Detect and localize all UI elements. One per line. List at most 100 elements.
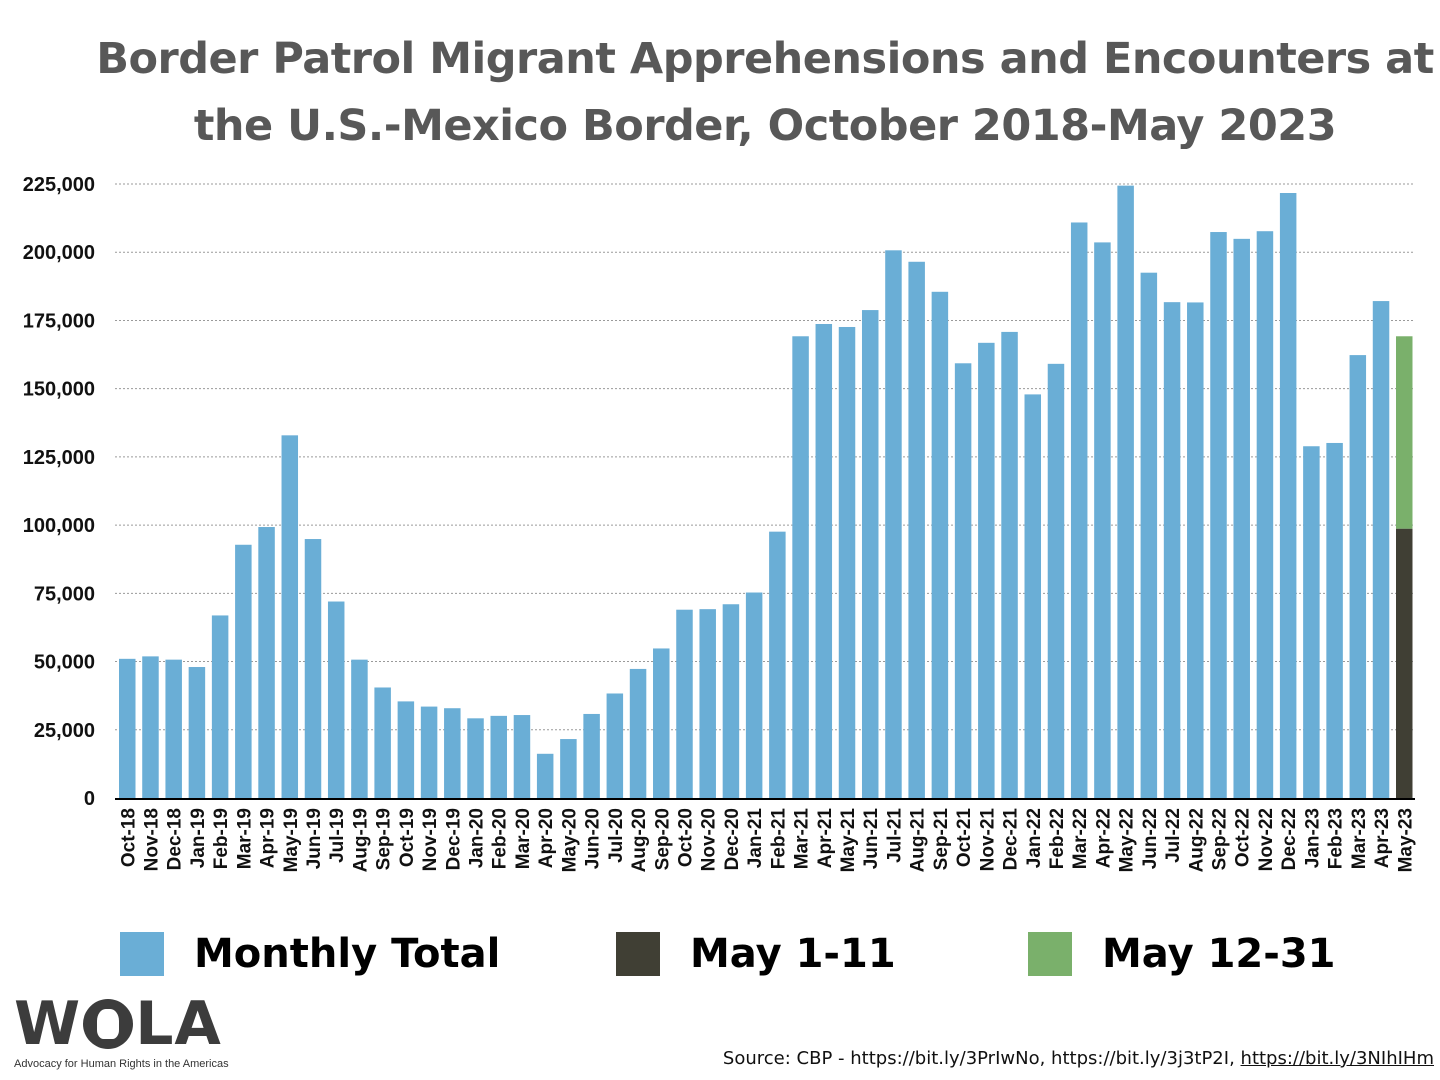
x-tick-label: Jul-21 (884, 808, 905, 863)
source-prefix: Source: CBP - (722, 1048, 851, 1069)
bar-monthly-total-jul-20 (606, 693, 624, 798)
x-tick-label: Apr-22 (1093, 808, 1114, 868)
bars (119, 185, 1413, 799)
x-tick-label: Sep-22 (1210, 808, 1231, 870)
bar-monthly-total-sep-22 (1210, 232, 1227, 798)
bar-monthly-total-may-22 (1117, 185, 1134, 798)
y-tick-label: 0 (84, 788, 95, 810)
chart-title: Border Patrol Migrant Apprehensions and … (90, 26, 1440, 160)
bar-monthly-total-feb-19 (211, 615, 229, 798)
bar-monthly-total-nov-19 (420, 706, 438, 798)
bar-monthly-total-aug-22 (1187, 302, 1204, 798)
bar-monthly-total-jun-22 (1140, 272, 1158, 798)
bar-monthly-total-oct-21 (954, 363, 972, 798)
x-tick-label: Sep-21 (931, 808, 952, 871)
bar-monthly-total-nov-20 (699, 609, 716, 798)
x-tick-label: Feb-19 (211, 808, 232, 869)
chart-title-line-2: the U.S.-Mexico Border, October 2018-May… (193, 101, 1337, 151)
legend-swatch-monthly-total (120, 932, 164, 976)
bar-monthly-total-jul-21 (885, 250, 902, 798)
bar-monthly-total-jun-21 (861, 310, 879, 798)
bar-monthly-total-apr-21 (815, 323, 833, 798)
bar-monthly-total-mar-23 (1349, 355, 1367, 798)
x-tick-label: Jul-22 (1163, 808, 1184, 863)
x-tick-label: Mar-19 (234, 808, 255, 869)
bar-monthly-total-dec-21 (1001, 331, 1018, 798)
y-tick-label: 150,000 (23, 379, 95, 401)
bar-monthly-total-feb-21 (769, 531, 786, 798)
source-link-1[interactable]: https://bit.ly/3PrIwNo (850, 1048, 1040, 1069)
source-note: Source: CBP - https://bit.ly/3PrIwNo, ht… (723, 1048, 1434, 1069)
bar-monthly-total-aug-19 (351, 659, 368, 798)
bar-monthly-total-apr-19 (258, 527, 275, 798)
x-tick-label: Feb-22 (1047, 808, 1068, 869)
y-tick-label: 50,000 (34, 652, 95, 674)
x-tick-label: May-22 (1117, 808, 1138, 872)
y-axis-tick-labels: 0 25,000 50,000 75,000 100,000 125,000 150,000… (23, 174, 95, 810)
source-link-3[interactable]: https://bit.ly/3NIhIHm (1240, 1048, 1434, 1069)
bar-monthly-total-jun-19 (304, 539, 322, 798)
bar-may-1-11-may-23 (1396, 528, 1413, 798)
x-tick-label: Feb-23 (1326, 808, 1347, 869)
source-separator: , (1039, 1048, 1052, 1069)
x-tick-label: Jun-21 (861, 808, 882, 870)
bar-monthly-total-feb-20 (490, 715, 507, 798)
x-tick-label: Jan-19 (188, 808, 209, 868)
bar-monthly-total-oct-19 (397, 701, 415, 798)
x-tick-label: Nov-20 (699, 808, 720, 871)
bar-monthly-total-nov-18 (142, 656, 159, 798)
bar-monthly-total-oct-20 (676, 609, 693, 798)
bar-monthly-total-apr-23 (1372, 301, 1390, 798)
legend-label-may-12-31: May 12-31 (1102, 931, 1336, 977)
wola-logo: W LA Advocacy for Human Rights in the Ame… (14, 994, 244, 1070)
y-tick-label: 200,000 (23, 242, 95, 264)
bar-monthly-total-sep-21 (931, 291, 949, 798)
x-tick-label: Feb-21 (768, 808, 789, 870)
bar-monthly-total-mar-20 (513, 715, 531, 798)
bar-monthly-total-dec-18 (165, 659, 182, 798)
source-link-2[interactable]: https://bit.ly/3j3tP2I (1051, 1048, 1230, 1069)
y-tick-label: 175,000 (23, 310, 95, 332)
x-tick-label: Jan-23 (1302, 808, 1323, 868)
x-tick-label: Aug-20 (629, 808, 650, 872)
bar-monthly-total-dec-20 (722, 604, 740, 798)
bar-monthly-total-sep-20 (653, 648, 670, 798)
x-tick-label: Feb-20 (490, 808, 511, 869)
x-tick-label: Apr-20 (536, 808, 557, 868)
logo-globe-icon (83, 999, 134, 1049)
x-tick-label: Dec-22 (1279, 808, 1300, 870)
legend-item-monthly-total: Monthly Total (120, 928, 500, 980)
x-tick-label: Oct-19 (397, 808, 418, 867)
bar-monthly-total-mar-22 (1070, 222, 1088, 798)
x-tick-label: Mar-22 (1070, 808, 1091, 869)
x-tick-label: Oct-18 (118, 808, 139, 867)
bar-monthly-total-dec-22 (1279, 193, 1297, 798)
x-tick-label: Dec-20 (722, 808, 743, 870)
bar-monthly-total-jan-20 (467, 718, 484, 798)
bar-monthly-total-oct-18 (119, 658, 136, 798)
bar-monthly-total-sep-19 (374, 687, 391, 798)
x-tick-label: Mar-23 (1349, 808, 1370, 869)
chart-title-line-1: Border Patrol Migrant Apprehensions and … (96, 34, 1434, 84)
x-axis-tick-labels: Oct-18 Nov-18 Dec-18 Jan-19 Feb-19 Mar-19 Apr-… (118, 808, 1416, 873)
bar-monthly-total-jan-22 (1024, 394, 1042, 798)
bar-monthly-total-jul-22 (1163, 302, 1181, 798)
x-tick-label: Jul-19 (327, 808, 348, 863)
bar-monthly-total-may-21 (838, 326, 856, 798)
bar-monthly-total-may-20 (560, 739, 577, 798)
x-tick-label: Aug-19 (350, 808, 371, 872)
bar-monthly-total-jan-19 (188, 667, 206, 798)
bar-may-12-31-may-23 (1396, 336, 1413, 529)
x-tick-label: Aug-22 (1186, 808, 1207, 872)
x-tick-label: May-19 (281, 808, 302, 872)
logo-letters-la: LA (135, 989, 222, 1059)
bar-monthly-total-aug-20 (629, 668, 647, 798)
x-tick-label: May-23 (1395, 808, 1416, 872)
legend-item-may-1-11: May 1-11 (616, 928, 896, 980)
wola-logo-wordmark: W LA (14, 994, 244, 1054)
x-tick-label: Sep-20 (652, 808, 673, 870)
bar-monthly-total-oct-22 (1233, 238, 1250, 799)
bar-monthly-total-apr-22 (1094, 242, 1111, 799)
x-tick-label: Jan-20 (467, 808, 488, 868)
